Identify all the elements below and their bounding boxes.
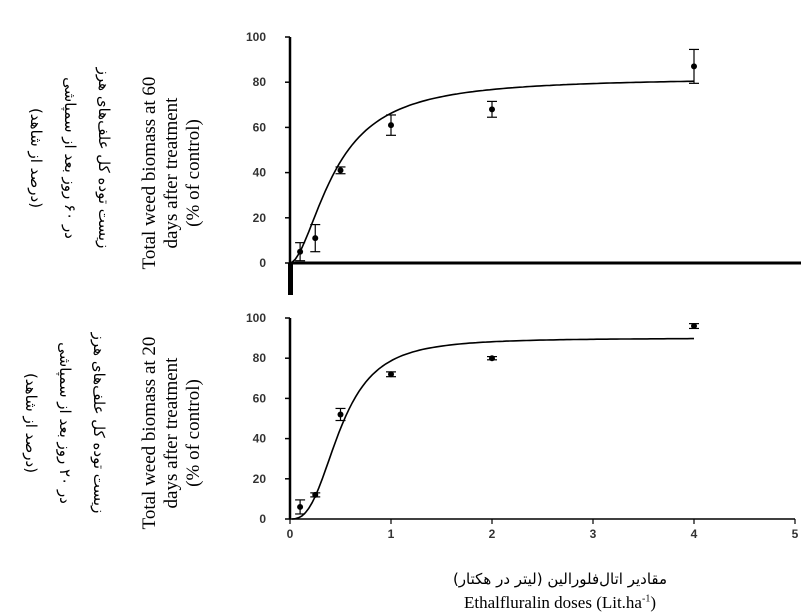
- xlabel-en-close: ): [650, 593, 656, 612]
- top-ytick-label: 100: [246, 30, 266, 44]
- axis-connector: [288, 263, 293, 295]
- bottom-panel: 0 20 40 60 80 100 0 1 2 3 4 5: [246, 311, 799, 541]
- xlabel-en: Ethalfluralin doses (Lit.ha-1): [350, 593, 770, 613]
- bottom-data-point: [388, 371, 394, 378]
- top-data-point: [489, 106, 495, 113]
- bottom-fit-curve: [291, 337, 694, 520]
- top-ytick-label: 0: [259, 256, 266, 270]
- bottom-data-point: [297, 503, 304, 510]
- xlabel-fa: مقادیر اتال‌فلورالین (لیتر در هکتار): [452, 570, 668, 588]
- top-data-point: [388, 122, 394, 129]
- bottom-ytick-label: 100: [246, 311, 266, 325]
- top-data-point: [312, 235, 319, 242]
- top-fit-curve: [291, 80, 695, 263]
- bottom-xtick-label: 2: [489, 527, 496, 541]
- top-data-point: [297, 248, 304, 255]
- bottom-xtick-label: 3: [590, 527, 597, 541]
- top-ytick-label: 20: [253, 211, 267, 225]
- bottom-xtick-label: 5: [792, 527, 799, 541]
- top-ytick-label: 60: [253, 120, 267, 134]
- bottom-ylabel-en: Total weed biomass at 20 days after trea…: [139, 336, 204, 530]
- top-panel: 0 20 40 60 80 100: [246, 30, 801, 270]
- top-ytick-label: 80: [253, 75, 267, 89]
- top-data-point: [337, 167, 344, 174]
- bottom-ytick-label: 20: [253, 472, 267, 486]
- bottom-data-point: [691, 323, 697, 330]
- top-ytick-label: 40: [253, 166, 267, 180]
- bottom-data-point: [337, 411, 344, 418]
- bottom-ytick-label: 80: [253, 351, 267, 365]
- bottom-xtick-label: 4: [691, 527, 698, 541]
- bottom-xtick-label: 0: [287, 527, 294, 541]
- top-ylabel-fa: زیست توده کل علف‌های هرز در ۶۰ روز بعد ا…: [27, 67, 113, 249]
- xlabel-en-main: Ethalfluralin doses (Lit.ha: [464, 593, 642, 612]
- bottom-data-point: [489, 355, 495, 362]
- xlabel-en-sup: -1: [641, 593, 651, 605]
- bottom-ytick-label: 60: [253, 391, 267, 405]
- top-ylabel-en: Total weed biomass at 60 days after trea…: [139, 76, 204, 270]
- bottom-ytick-label: 40: [253, 432, 267, 446]
- bottom-data-point: [312, 491, 319, 498]
- bottom-ytick-label: 0: [259, 512, 266, 526]
- top-data-point: [691, 63, 697, 70]
- bottom-xtick-label: 1: [388, 527, 395, 541]
- bottom-ylabel-fa: زیست توده کل علف‌های هرز در ۲۰ روز بعد ا…: [22, 332, 108, 514]
